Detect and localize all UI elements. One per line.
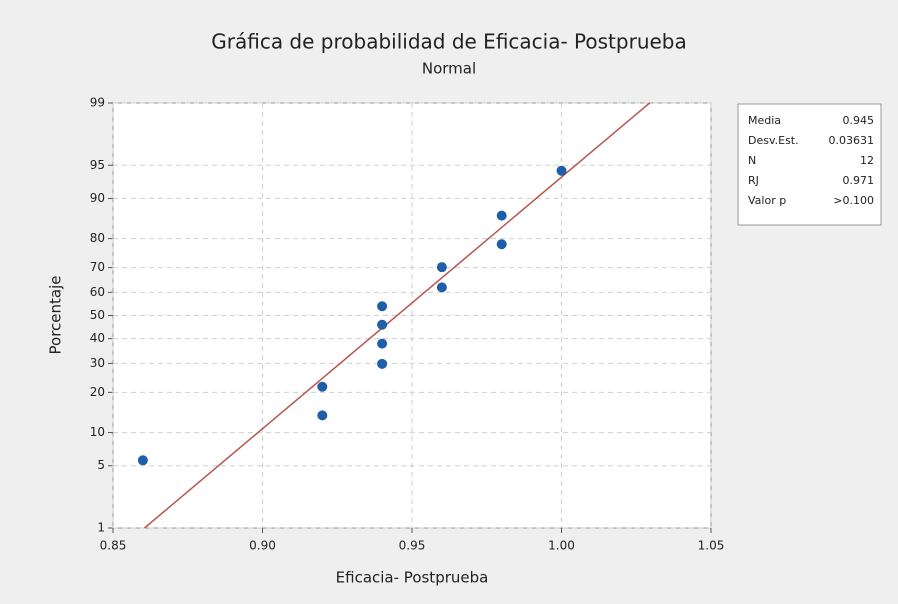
data-point bbox=[556, 165, 567, 176]
y-axis-label: Porcentaje bbox=[47, 276, 65, 355]
data-point bbox=[377, 319, 388, 330]
stats-value: 12 bbox=[860, 154, 874, 167]
stats-label: Valor p bbox=[748, 194, 786, 207]
x-axis-label: Eficacia- Postprueba bbox=[336, 569, 489, 587]
data-point bbox=[436, 282, 447, 293]
stats-label: Desv.Est. bbox=[748, 134, 799, 147]
y-tick-label: 95 bbox=[90, 158, 105, 172]
y-tick-label: 60 bbox=[90, 285, 105, 299]
x-tick-label: 0.90 bbox=[249, 539, 276, 553]
y-tick-label: 5 bbox=[97, 458, 105, 472]
stats-value: >0.100 bbox=[833, 194, 874, 207]
stats-label: N bbox=[748, 154, 756, 167]
data-point bbox=[436, 262, 447, 273]
data-point bbox=[137, 455, 148, 466]
chart-subtitle: Normal bbox=[422, 60, 476, 78]
data-point bbox=[377, 301, 388, 312]
data-point bbox=[377, 358, 388, 369]
data-point bbox=[496, 210, 507, 221]
x-tick-label: 1.00 bbox=[548, 539, 575, 553]
stats-value: 0.945 bbox=[843, 114, 875, 127]
chart-title: Gráfica de probabilidad de Eficacia- Pos… bbox=[211, 30, 687, 54]
stats-box bbox=[737, 103, 882, 226]
y-tick-label: 1 bbox=[97, 521, 105, 535]
y-tick-label: 99 bbox=[90, 96, 105, 110]
stats-value: 0.971 bbox=[843, 174, 875, 187]
x-tick-label: 0.95 bbox=[399, 539, 426, 553]
fit-line bbox=[144, 102, 651, 529]
stats-label: Media bbox=[748, 114, 781, 127]
y-tick-label: 90 bbox=[90, 191, 105, 205]
stats-label: RJ bbox=[748, 174, 759, 187]
x-tick-label: 1.05 bbox=[698, 539, 725, 553]
y-tick-label: 20 bbox=[90, 385, 105, 399]
x-tick-label: 0.85 bbox=[100, 539, 127, 553]
data-point bbox=[496, 239, 507, 250]
y-tick-label: 50 bbox=[90, 308, 105, 322]
y-tick-label: 80 bbox=[90, 231, 105, 245]
data-point bbox=[317, 410, 328, 421]
y-tick-label: 10 bbox=[90, 425, 105, 439]
data-point bbox=[317, 381, 328, 392]
y-tick-label: 70 bbox=[90, 260, 105, 274]
y-tick-label: 40 bbox=[90, 331, 105, 345]
y-tick-label: 30 bbox=[90, 356, 105, 370]
data-point bbox=[377, 338, 388, 349]
stats-value: 0.03631 bbox=[829, 134, 875, 147]
